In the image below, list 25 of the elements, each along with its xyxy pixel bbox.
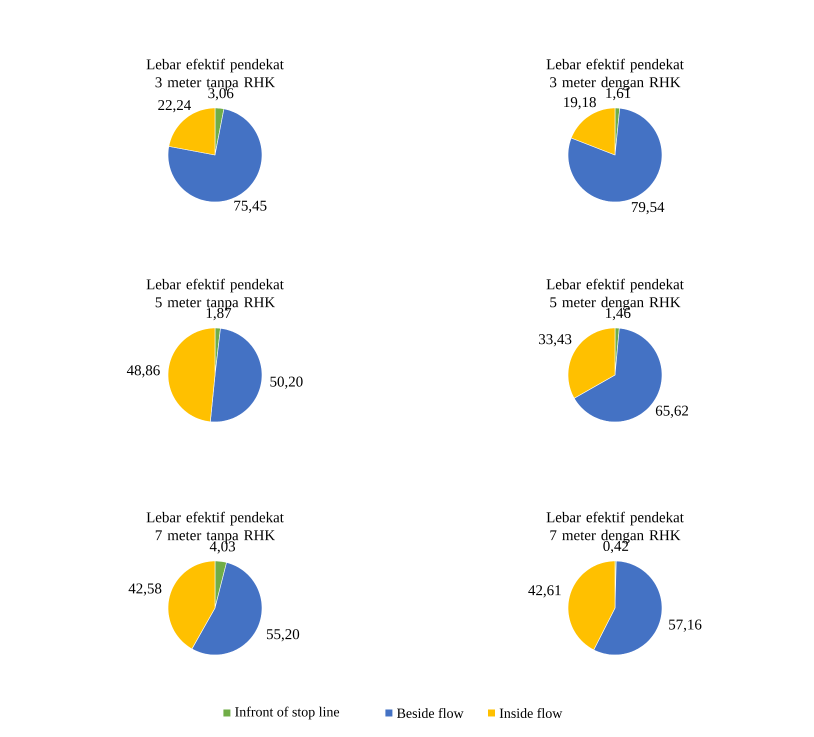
data-label: 3,06 xyxy=(208,88,234,100)
chart-title: Lebar efektif pendekat 3 meter dengan RHK xyxy=(546,58,684,90)
legend-label: Beside flow xyxy=(397,708,464,718)
data-label: 22,24 xyxy=(158,100,191,112)
chart-title: Lebar efektif pendekat 7 meter tanpa RHK xyxy=(146,512,284,544)
data-label: 19,18 xyxy=(564,97,596,110)
data-label: 1,46 xyxy=(606,308,630,320)
data-label: 42,58 xyxy=(128,583,162,596)
data-label: 48,86 xyxy=(126,365,160,378)
data-label: 57,16 xyxy=(669,620,702,632)
data-label: 79,54 xyxy=(632,202,664,214)
data-label: 1,61 xyxy=(606,88,630,100)
data-label: 75,45 xyxy=(234,200,266,213)
data-label: 65,62 xyxy=(656,406,688,418)
chart-title: Lebar efektif pendekat 5 meter tanpa RHK xyxy=(146,278,284,310)
data-label: 33,43 xyxy=(539,334,572,346)
data-label: 42,61 xyxy=(528,585,561,598)
data-label: 4,03 xyxy=(210,541,236,554)
chart-title: Lebar efektif pendekat 3 meter tanpa RHK xyxy=(146,58,284,90)
data-label: 50,20 xyxy=(270,376,303,389)
legend-label: Infront of stop line xyxy=(235,706,340,720)
data-label: 1,87 xyxy=(206,308,232,320)
data-label: 55,20 xyxy=(266,629,300,642)
legend-label: Inside flow xyxy=(500,708,562,718)
chart-title: Lebar efektif pendekat 5 meter dengan RHK xyxy=(546,278,684,310)
